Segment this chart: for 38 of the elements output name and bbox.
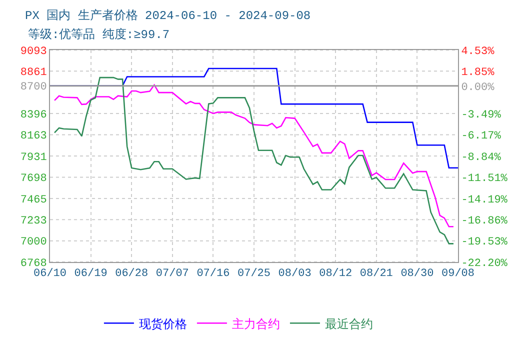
x-tick-label: 08/21 xyxy=(360,268,394,280)
x-tick-label: 08/12 xyxy=(319,268,352,280)
legend-label: 现货价格 xyxy=(138,316,187,331)
y2-tick-label: 0.00% xyxy=(461,82,495,94)
x-tick-label: 06/28 xyxy=(115,268,148,280)
y2-tick-label: -19.53% xyxy=(461,236,508,249)
y-tick-label: 8700 xyxy=(20,82,47,94)
x-tick-label: 06/19 xyxy=(74,268,108,280)
x-tick-label: 08/30 xyxy=(400,268,434,280)
y-tick-label: 8861 xyxy=(20,67,48,79)
y2-tick-label: 4.53% xyxy=(461,46,495,58)
y-tick-label: 9093 xyxy=(20,46,47,58)
x-tick-label: 07/07 xyxy=(156,268,189,280)
y-tick-label: 8396 xyxy=(20,109,47,122)
x-tick-label: 07/16 xyxy=(196,268,230,280)
x-tick-label: 07/25 xyxy=(237,268,271,280)
y2-tick-label: -16.86% xyxy=(461,216,508,228)
y2-tick-label: 1.85% xyxy=(461,67,495,80)
legend-label: 最近合约 xyxy=(324,316,373,331)
y-tick-label: 8163 xyxy=(20,130,47,143)
y-tick-label: 6768 xyxy=(20,258,47,270)
chart-subtitle: 等级:优等品 纯度:≥99.7 xyxy=(28,27,170,42)
y2-tick-label: -22.20% xyxy=(461,258,508,270)
y-tick-label: 7465 xyxy=(20,194,47,206)
y2-tick-label: -8.84% xyxy=(461,152,502,164)
y-tick-label: 7000 xyxy=(20,236,47,249)
chart-title: PX 国内 生产者价格 2024-06-10 - 2024-09-08 xyxy=(25,8,311,24)
y2-tick-label: -11.51% xyxy=(461,173,508,186)
y-tick-label: 7931 xyxy=(20,152,48,164)
y-tick-label: 7233 xyxy=(20,215,47,228)
x-tick-label: 06/10 xyxy=(33,268,67,280)
legend-label: 主力合约 xyxy=(232,316,280,331)
y2-tick-label: -3.49% xyxy=(461,109,502,122)
y2-tick-label: -6.17% xyxy=(461,130,502,143)
x-tick-label: 08/03 xyxy=(278,268,312,280)
y2-tick-label: -14.19% xyxy=(461,194,508,206)
x-tick-label: 09/08 xyxy=(441,268,475,280)
y-tick-label: 7698 xyxy=(20,173,47,186)
